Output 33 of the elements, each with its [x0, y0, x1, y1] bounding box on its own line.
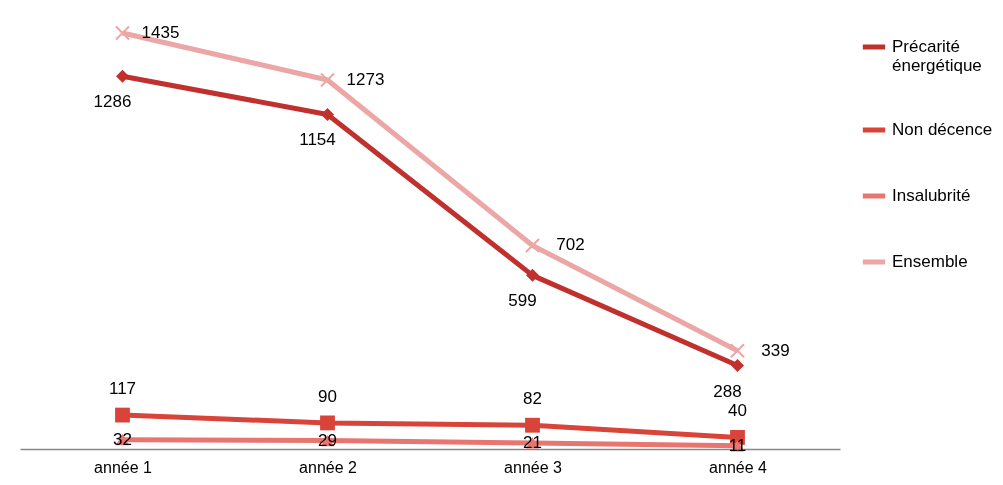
data-label: 1435	[141, 23, 180, 42]
data-label: 339	[761, 340, 790, 360]
data-label: 1154	[299, 130, 336, 150]
data-label: 702	[556, 235, 585, 255]
x-tick-label: année 1	[94, 458, 153, 476]
point	[115, 69, 130, 83]
data-label: 1286	[93, 92, 132, 112]
point	[525, 417, 540, 433]
point	[319, 72, 336, 88]
data-label: 11	[728, 435, 747, 455]
data-label: 82	[523, 389, 542, 409]
legend-label: Non décence	[892, 120, 993, 139]
legend-label: Ensemble	[892, 252, 968, 271]
data-label: 40	[728, 401, 747, 421]
legend-label: Insalubrité	[892, 186, 971, 205]
point	[320, 415, 335, 431]
data-label: 599	[508, 291, 537, 311]
data-label: 90	[318, 386, 337, 406]
point	[729, 343, 746, 359]
data-label: 32	[113, 429, 132, 449]
point	[114, 25, 131, 41]
point	[115, 407, 130, 423]
data-label: 117	[108, 379, 137, 399]
point	[730, 358, 745, 373]
data-label: 288	[713, 381, 742, 401]
legend-label: Précarité énergétique	[892, 37, 982, 75]
x-tick-label: année 4	[709, 458, 768, 476]
point	[525, 268, 540, 282]
point	[524, 237, 541, 254]
point	[320, 107, 335, 121]
data-label: 1273	[346, 69, 385, 89]
x-tick-label: année 3	[504, 458, 563, 476]
x-tick-label: année 2	[299, 458, 358, 476]
